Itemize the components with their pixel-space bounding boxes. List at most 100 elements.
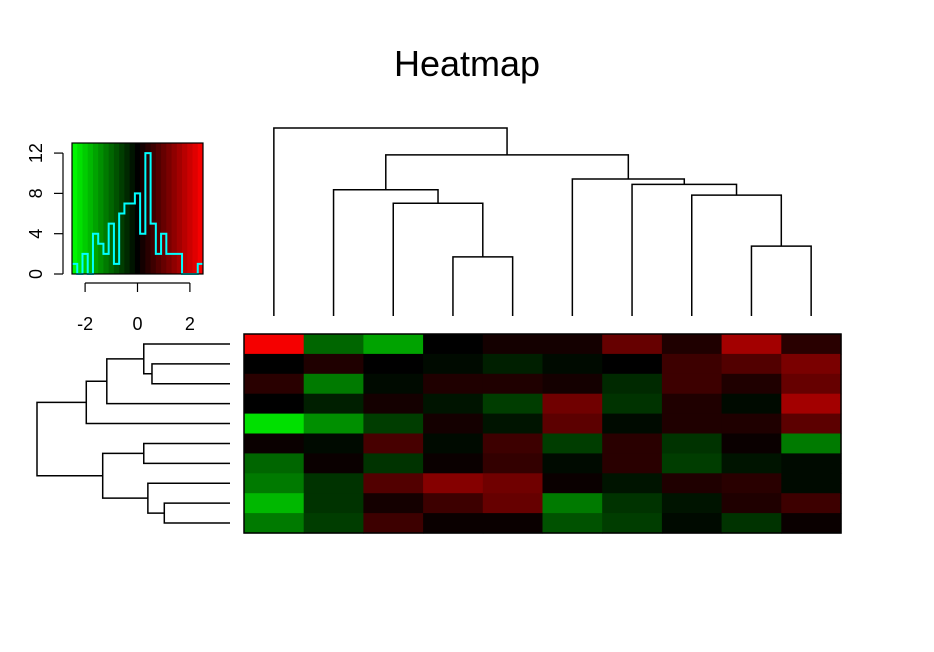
heatmap-cell-r8-c8 — [661, 473, 723, 494]
color-key-band-18 — [161, 143, 167, 274]
chart-title: Heatmap — [394, 43, 540, 84]
heatmap-cell-r8-c4 — [423, 473, 484, 494]
heatmap-cell-r2-c8 — [661, 353, 723, 375]
heatmap-cell-r9-c2 — [303, 493, 364, 514]
heatmap-cell-r10-c9 — [721, 513, 782, 534]
col-dendrogram-link-2 — [750, 245, 812, 316]
heatmap-cell-r5-c4 — [423, 413, 484, 435]
row-dendrogram-link-5 — [143, 442, 230, 465]
color-key-histogram — [72, 152, 203, 275]
heatmap-cell-r4-c9 — [721, 393, 782, 415]
heatmap-cell-r5-c9 — [721, 413, 782, 435]
heatmap-cell-r4-c10 — [781, 393, 842, 415]
col-dendrogram-link-6 — [631, 183, 738, 316]
color-key-band-13 — [134, 143, 141, 274]
heatmap-cell-r10-c1 — [244, 513, 305, 534]
heatmap-cell-r9-c3 — [363, 493, 424, 514]
color-key-x-tick-label: -2 — [77, 314, 93, 334]
heatmap-cell-r7-c10 — [781, 453, 842, 474]
heatmap-border — [243, 333, 842, 534]
color-key-band-25 — [197, 143, 204, 274]
heatmap-cell-r9-c1 — [244, 493, 305, 514]
col-dendrogram-link-4 — [691, 194, 783, 316]
heatmap-cell-r10-c2 — [303, 513, 364, 534]
row-dendrogram-link-8 — [85, 380, 230, 425]
color-key-band-6 — [98, 143, 104, 274]
color-key-band-1 — [72, 143, 78, 274]
color-key-gradient — [72, 143, 204, 274]
heatmap-cell-r3-c5 — [482, 373, 544, 395]
heatmap-cell-r7-c7 — [602, 453, 663, 474]
heatmap-cell-r4-c7 — [602, 393, 663, 415]
heatmap-cell-r6-c1 — [244, 433, 305, 454]
color-key-band-15 — [145, 143, 152, 274]
heatmap-cell-r9-c5 — [482, 493, 544, 514]
color-key-y-tick-label: 12 — [26, 143, 46, 163]
heatmap-cell-r3-c3 — [363, 373, 424, 395]
heatmap-cell-r10-c5 — [482, 513, 544, 534]
heatmap-cell-r6-c7 — [602, 433, 663, 454]
heatmap-cell-r9-c6 — [542, 493, 603, 514]
color-key-band-23 — [187, 143, 194, 274]
color-key-y-tick-label: 8 — [26, 188, 46, 198]
heatmap-cell-r10-c4 — [423, 513, 484, 534]
heatmap-cell-r5-c7 — [602, 413, 663, 435]
heatmap-cell-r1-c9 — [721, 334, 782, 355]
heatmap-cell-r3-c10 — [781, 373, 842, 395]
heatmap-cell-r4-c4 — [423, 393, 484, 415]
row-dendrogram-link-1 — [151, 363, 230, 385]
heatmap-cell-r2-c10 — [781, 353, 842, 375]
color-key-x-tick-label: 2 — [185, 314, 195, 334]
heatmap-cell-r10-c10 — [781, 513, 842, 534]
heatmap-cell-r2-c2 — [303, 353, 364, 375]
heatmap-cell-r6-c5 — [482, 433, 544, 454]
heatmap-cell-r7-c5 — [482, 453, 544, 474]
col-dendrogram-link-3 — [392, 202, 484, 316]
heatmap-cell-r10-c7 — [602, 513, 663, 534]
heatmap-cell-r7-c9 — [721, 453, 782, 474]
heatmap-cell-r5-c10 — [781, 413, 842, 435]
color-key-band-24 — [192, 143, 199, 274]
heatmap-cell-r2-c1 — [244, 353, 305, 375]
color-key-band-20 — [171, 143, 178, 274]
heatmap-cell-r9-c4 — [423, 493, 484, 514]
color-key-band-10 — [119, 143, 125, 274]
column-dendrogram — [273, 127, 812, 316]
heatmap-cell-r6-c2 — [303, 433, 364, 454]
color-key-band-9 — [113, 143, 120, 274]
row-dendrogram-link-6 — [106, 358, 230, 405]
heatmap-cell-r6-c8 — [661, 433, 723, 454]
heatmap-cell-r4-c3 — [363, 393, 424, 415]
heatmap-cell-r1-c4 — [423, 334, 484, 355]
color-key-y-axis: 0 4 8 12 — [26, 143, 64, 279]
heatmap-cell-r10-c8 — [661, 513, 723, 534]
heatmap-cell-r5-c8 — [661, 413, 723, 435]
heatmap-cell-r5-c6 — [542, 413, 603, 435]
color-key-band-2 — [77, 143, 83, 274]
color-key-band-14 — [140, 143, 146, 274]
heatmap-cell-r3-c2 — [303, 373, 364, 395]
heatmap-cell-r2-c9 — [721, 353, 782, 375]
color-key-border — [71, 142, 204, 275]
row-dendrogram — [36, 343, 230, 524]
heatmap-cell-r4-c8 — [661, 393, 723, 415]
heatmap-cell-r9-c9 — [721, 493, 782, 514]
heatmap-cell-r6-c4 — [423, 433, 484, 454]
row-dendrogram-link-9 — [36, 401, 103, 477]
color-key-x-tick-label: 0 — [132, 314, 142, 334]
color-key-y-tick-label: 4 — [26, 229, 46, 239]
color-key-band-16 — [150, 143, 157, 274]
row-dendrogram-link-3 — [143, 343, 230, 375]
row-dendrogram-link-7 — [101, 452, 148, 499]
heatmap-cell-r3-c9 — [721, 373, 782, 395]
heatmap-cell-r8-c2 — [303, 473, 364, 494]
heatmap-cell-r9-c10 — [781, 493, 842, 514]
heatmap-cell-r5-c3 — [363, 413, 424, 435]
heatmap-cell-r7-c6 — [542, 453, 603, 474]
heatmap-cell-r2-c6 — [542, 353, 603, 375]
heatmap-cell-r10-c3 — [363, 513, 424, 534]
color-key-y-tick-label: 0 — [26, 269, 46, 279]
heatmap-cell-r2-c3 — [363, 353, 424, 375]
heatmap-cell-r8-c1 — [244, 473, 305, 494]
